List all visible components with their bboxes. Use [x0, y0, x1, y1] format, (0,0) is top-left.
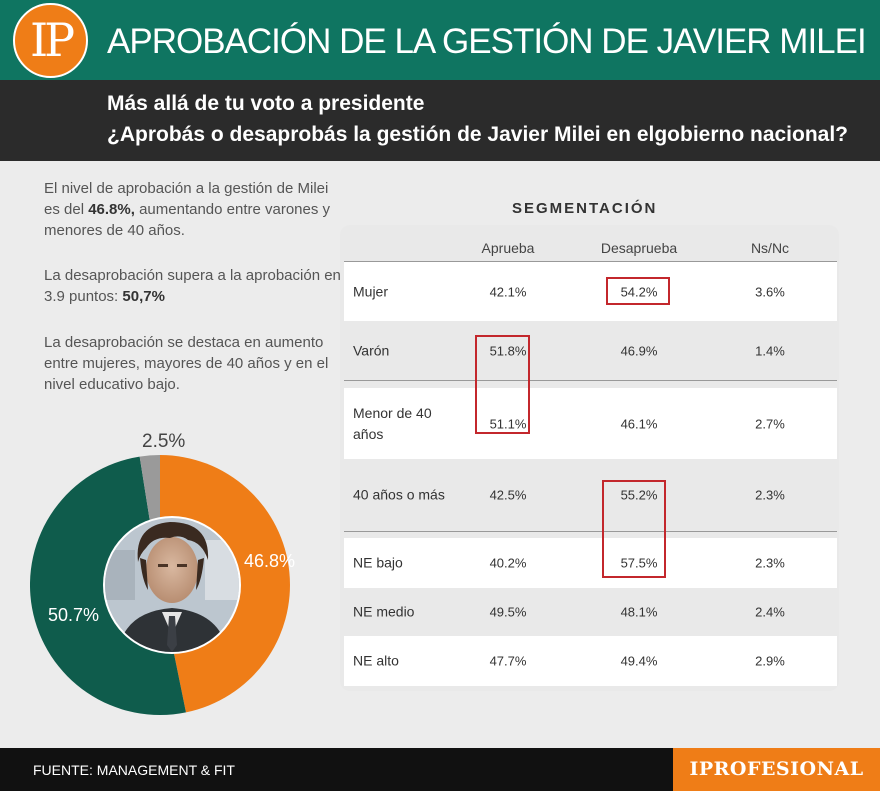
- approval-value: 46.8%,: [88, 201, 135, 218]
- header-banner: IP APROBACIÓN DE LA GESTIÓN DE JAVIER MI…: [0, 0, 880, 80]
- row-label: 40 años o más: [353, 486, 445, 503]
- approval-donut-chart: 46.8% 50.7% 2.5%: [29, 430, 330, 730]
- brand-logo-text: IPROFESIONAL: [689, 758, 864, 780]
- segmentation-table: Aprueba Desaprueba Ns/Nc Mujer 42.1% 54.…: [340, 225, 839, 691]
- cell-aprueba: 42.1%: [489, 284, 527, 299]
- highlight-aprueba-varon-menor40: [475, 335, 530, 434]
- cell-desaprueba: 55.2%: [620, 487, 658, 503]
- table-row-mujer: Mujer 42.1% 54.2% 3.6%: [344, 261, 837, 321]
- table-row-ne-alto: NE alto 47.7% 49.4% 2.9%: [344, 636, 837, 686]
- cell-nsnc: 2.7%: [755, 416, 785, 431]
- row-label: NE medio: [353, 603, 415, 620]
- donut-label-nsnc: 2.5%: [142, 431, 186, 452]
- disapproval-value: 50,7%: [122, 288, 165, 305]
- question-banner: Más allá de tu voto a presidente ¿Aprobá…: [0, 80, 880, 161]
- row-label: Menor de 40 años: [353, 404, 432, 442]
- cell-aprueba: 42.5%: [489, 487, 527, 503]
- cell-desaprueba: 57.5%: [620, 555, 658, 571]
- summary-disapproval: La desaprobación supera a la aprobación …: [44, 267, 341, 305]
- cell-nsnc: 2.4%: [755, 604, 785, 620]
- summary-disapproval-segments: La desaprobación se destaca en aumento e…: [44, 334, 329, 393]
- page-title: APROBACIÓN DE LA GESTIÓN DE JAVIER MILEI: [107, 22, 867, 61]
- donut-label-aprueba: 46.8%: [244, 551, 296, 571]
- footer: FUENTE: MANAGEMENT & FIT IPROFESIONAL: [0, 748, 880, 791]
- highlight-desaprueba-40mas-nebajo: [602, 480, 666, 578]
- question-intro: Más allá de tu voto a presidente: [107, 92, 425, 115]
- source-credit: FUENTE: MANAGEMENT & FIT: [33, 762, 235, 778]
- summary-approval: El nivel de aprobación a la gestión de M…: [44, 180, 331, 239]
- cell-desaprueba: 54.2%: [620, 284, 658, 299]
- row-label: Varón: [353, 342, 390, 358]
- cell-nsnc: 2.9%: [755, 653, 785, 669]
- table-row-40-o-mas: 40 años o más 42.5% 55.2% 2.3%: [344, 459, 837, 532]
- table-row-ne-bajo: NE bajo 40.2% 57.5% 2.3%: [344, 538, 837, 588]
- cell-aprueba: 51.1%: [489, 416, 527, 431]
- cell-aprueba: 51.8%: [489, 343, 527, 358]
- cell-desaprueba: 46.1%: [620, 416, 658, 431]
- cell-aprueba: 40.2%: [489, 555, 527, 571]
- cell-nsnc: 2.3%: [755, 487, 785, 503]
- question-text: ¿Aprobás o desaprobás la gestión de Javi…: [107, 123, 849, 146]
- highlight-mujer-desaprueba: [606, 277, 670, 305]
- cell-aprueba: 49.5%: [489, 604, 527, 620]
- donut-svg: [29, 455, 290, 716]
- column-header-desaprueba: Desaprueba: [600, 240, 678, 256]
- row-label: NE alto: [353, 652, 399, 669]
- milei-photo: [103, 516, 241, 654]
- row-label: NE bajo: [353, 554, 403, 571]
- cell-desaprueba: 46.9%: [620, 343, 658, 358]
- cell-desaprueba: 48.1%: [620, 604, 658, 620]
- cell-nsnc: 2.3%: [755, 555, 785, 571]
- cell-nsnc: 1.4%: [755, 343, 785, 358]
- table-title: SEGMENTACIÓN: [512, 200, 658, 217]
- table-row-ne-medio: NE medio 49.5% 48.1% 2.4%: [344, 588, 837, 636]
- table-row-menor-40: Menor de 40 años 51.1% 46.1% 2.7%: [344, 388, 837, 459]
- brand-logo: IPROFESIONAL: [673, 748, 880, 791]
- cell-aprueba: 47.7%: [489, 653, 527, 669]
- column-header-nsnc: Ns/Nc: [750, 240, 790, 256]
- table-row-varon: Varón 51.8% 46.9% 1.4%: [344, 321, 837, 381]
- column-header-aprueba: Aprueba: [481, 240, 535, 256]
- cell-nsnc: 3.6%: [755, 284, 785, 299]
- donut-label-desaprueba: 50.7%: [48, 605, 100, 625]
- ip-logo: IP: [13, 3, 88, 78]
- ip-logo-text: IP: [29, 13, 75, 67]
- cell-desaprueba: 49.4%: [620, 653, 658, 669]
- row-label: Mujer: [353, 283, 389, 299]
